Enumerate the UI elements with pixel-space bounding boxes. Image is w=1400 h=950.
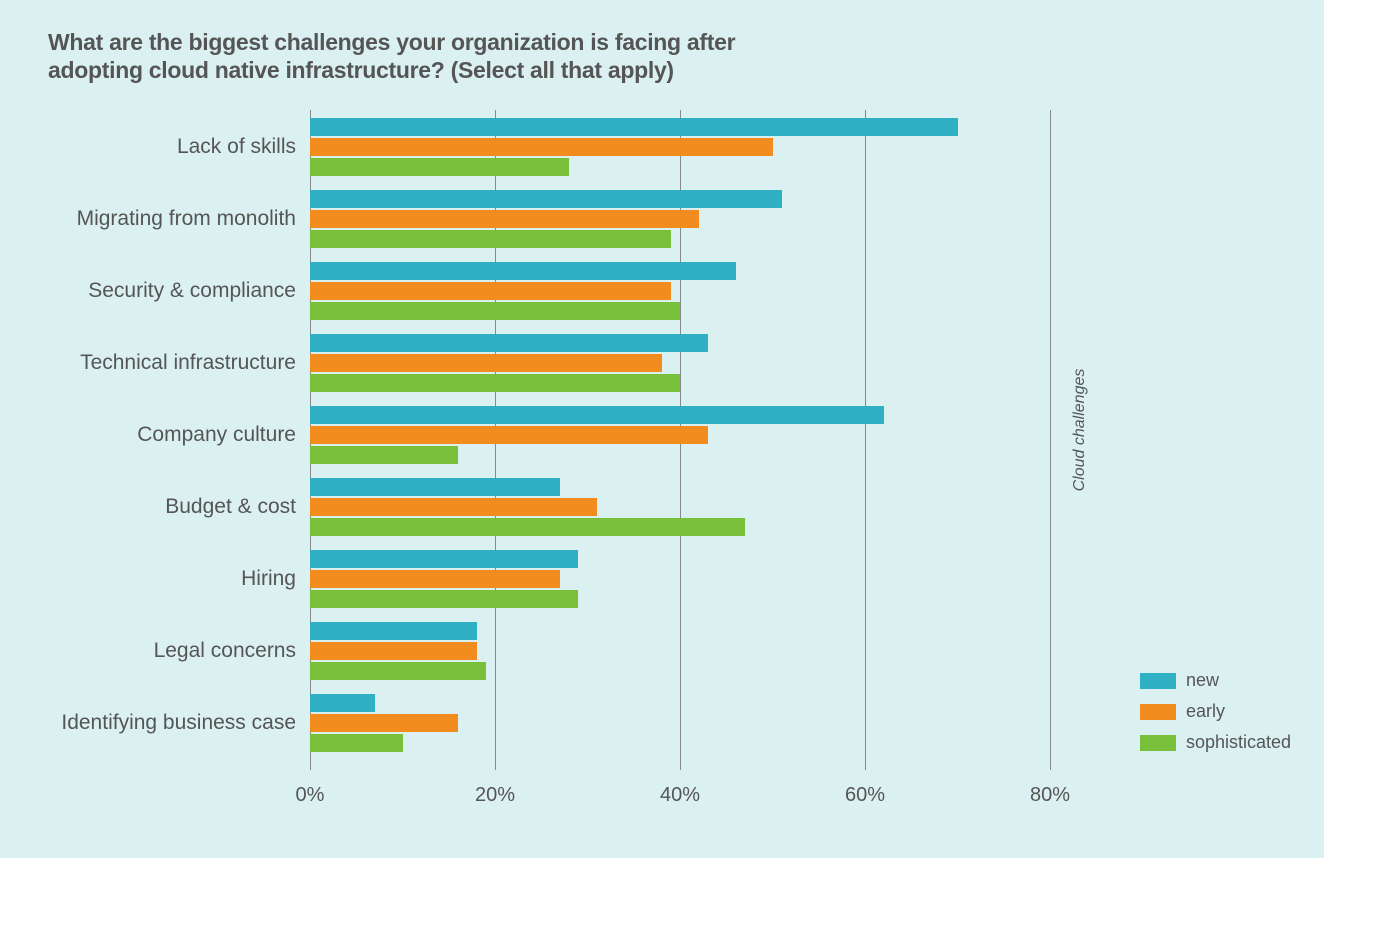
bar-early bbox=[310, 210, 699, 228]
bar-new bbox=[310, 550, 578, 568]
bar-new bbox=[310, 190, 782, 208]
category-label: Security & compliance bbox=[88, 279, 296, 303]
chart-title-line: What are the biggest challenges your org… bbox=[48, 28, 735, 56]
bar-sophisticated bbox=[310, 734, 403, 752]
bar-sophisticated bbox=[310, 518, 745, 536]
side-axis-label: Cloud challenges bbox=[1071, 369, 1089, 492]
category-label: Identifying business case bbox=[61, 711, 296, 735]
legend-label: sophisticated bbox=[1186, 732, 1291, 753]
bar-new bbox=[310, 118, 958, 136]
bar-early bbox=[310, 498, 597, 516]
category-label: Lack of skills bbox=[177, 135, 296, 159]
bar-new bbox=[310, 622, 477, 640]
gridline bbox=[1050, 110, 1051, 770]
legend-swatch bbox=[1140, 735, 1176, 751]
bar-early bbox=[310, 138, 773, 156]
category-label: Technical infrastructure bbox=[80, 351, 296, 375]
x-tick-label: 20% bbox=[475, 784, 515, 807]
bar-new bbox=[310, 694, 375, 712]
bar-new bbox=[310, 334, 708, 352]
category-label: Hiring bbox=[241, 567, 296, 591]
legend-item: sophisticated bbox=[1140, 732, 1291, 753]
x-tick-label: 80% bbox=[1030, 784, 1070, 807]
legend-swatch bbox=[1140, 704, 1176, 720]
legend-item: new bbox=[1140, 670, 1291, 691]
legend: new early sophisticated bbox=[1140, 670, 1291, 763]
bar-sophisticated bbox=[310, 662, 486, 680]
bar-early bbox=[310, 642, 477, 660]
bar-early bbox=[310, 282, 671, 300]
bar-sophisticated bbox=[310, 374, 680, 392]
x-tick-label: 40% bbox=[660, 784, 700, 807]
bar-early bbox=[310, 570, 560, 588]
bar-new bbox=[310, 262, 736, 280]
legend-label: early bbox=[1186, 701, 1225, 722]
gridline bbox=[865, 110, 866, 770]
x-tick-label: 0% bbox=[296, 784, 325, 807]
legend-swatch bbox=[1140, 673, 1176, 689]
bar-early bbox=[310, 714, 458, 732]
category-label: Migrating from monolith bbox=[77, 207, 296, 231]
bar-new bbox=[310, 478, 560, 496]
category-label: Company culture bbox=[137, 423, 296, 447]
bar-early bbox=[310, 354, 662, 372]
bar-sophisticated bbox=[310, 590, 578, 608]
chart-panel: What are the biggest challenges your org… bbox=[0, 0, 1324, 858]
legend-item: early bbox=[1140, 701, 1291, 722]
chart-title-line: adopting cloud native infrastructure? (S… bbox=[48, 56, 735, 84]
x-tick-label: 60% bbox=[845, 784, 885, 807]
bar-sophisticated bbox=[310, 302, 680, 320]
category-label: Legal concerns bbox=[154, 639, 296, 663]
plot-area bbox=[310, 110, 1050, 770]
bar-early bbox=[310, 426, 708, 444]
legend-label: new bbox=[1186, 670, 1219, 691]
category-label: Budget & cost bbox=[165, 495, 296, 519]
bar-sophisticated bbox=[310, 158, 569, 176]
chart-title: What are the biggest challenges your org… bbox=[48, 28, 735, 84]
bar-sophisticated bbox=[310, 446, 458, 464]
bar-new bbox=[310, 406, 884, 424]
bar-sophisticated bbox=[310, 230, 671, 248]
